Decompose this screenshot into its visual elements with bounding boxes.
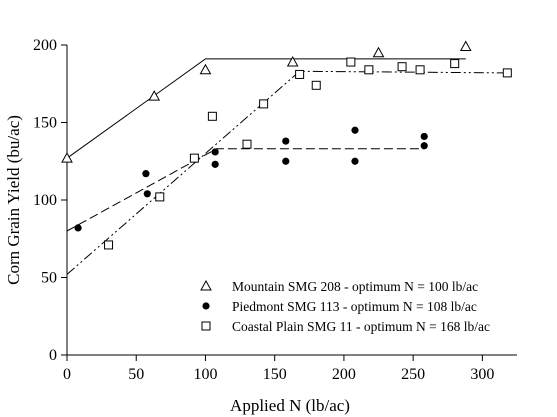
data-point-series-2 bbox=[282, 157, 290, 165]
data-point-series-3 bbox=[311, 80, 321, 90]
data-point-series-3 bbox=[242, 139, 252, 149]
data-point-series-1 bbox=[61, 152, 73, 163]
x-tick-label: 200 bbox=[332, 366, 356, 383]
data-point-series-3 bbox=[502, 68, 512, 78]
x-tick-label: 150 bbox=[263, 366, 287, 383]
data-point-series-1 bbox=[372, 46, 385, 58]
data-point-series-2 bbox=[143, 190, 151, 198]
fit-line-2 bbox=[66, 148, 425, 232]
data-point-series-2 bbox=[351, 157, 359, 165]
legend-label-3: Coastal Plain SMG 11 - optimum N = 168 l… bbox=[232, 319, 490, 334]
data-point-series-3 bbox=[364, 65, 374, 75]
data-point-series-3 bbox=[295, 69, 305, 79]
data-point-series-3 bbox=[346, 57, 356, 67]
data-points bbox=[61, 40, 512, 250]
legend-marker-1 bbox=[200, 279, 212, 291]
legend-marker-2 bbox=[202, 302, 210, 310]
data-point-series-2 bbox=[420, 132, 428, 141]
fit-line-1 bbox=[66, 58, 466, 159]
y-tick-label: 50 bbox=[41, 270, 57, 287]
y-tick-label: 0 bbox=[49, 347, 57, 364]
x-tick-label: 100 bbox=[193, 366, 217, 383]
data-point-series-2 bbox=[211, 148, 219, 156]
data-point-series-3 bbox=[207, 111, 217, 121]
legend-label-2: Piedmont SMG 113 - optimum N = 108 lb/ac bbox=[232, 299, 477, 314]
y-axis-label: Corn Grain Yield (bu/ac) bbox=[4, 115, 23, 285]
data-point-series-1 bbox=[148, 90, 161, 101]
y-tick-label: 100 bbox=[33, 192, 57, 209]
fit-line-3 bbox=[66, 70, 508, 275]
x-tick-label: 300 bbox=[470, 366, 494, 383]
y-tick-label: 200 bbox=[33, 37, 57, 54]
x-tick-label: 0 bbox=[63, 366, 71, 383]
fit-lines bbox=[66, 58, 508, 275]
data-point-series-2 bbox=[211, 160, 219, 168]
legend-marker-3 bbox=[201, 321, 211, 331]
data-point-series-1 bbox=[199, 63, 212, 75]
legend: Mountain SMG 208 - optimum N = 100 lb/ac… bbox=[200, 279, 490, 334]
data-point-series-2 bbox=[351, 126, 359, 134]
data-point-series-3 bbox=[155, 192, 165, 202]
x-tick-label: 50 bbox=[128, 366, 144, 383]
data-point-series-2 bbox=[282, 137, 290, 145]
data-point-series-3 bbox=[450, 59, 460, 69]
data-point-series-2 bbox=[74, 224, 82, 232]
x-axis-label: Applied N (lb/ac) bbox=[230, 396, 350, 415]
data-point-series-3 bbox=[415, 65, 425, 75]
data-point-series-3 bbox=[189, 153, 199, 163]
data-point-series-3 bbox=[259, 99, 269, 109]
data-point-series-2 bbox=[420, 142, 428, 150]
data-point-series-1 bbox=[459, 40, 472, 52]
data-point-series-3 bbox=[104, 240, 114, 250]
y-tick-label: 150 bbox=[33, 115, 57, 132]
x-tick-label: 250 bbox=[401, 366, 425, 383]
ticks: 0 50 100 150 200 250 300 0 50 100 150 200 bbox=[33, 37, 494, 383]
data-point-series-1 bbox=[286, 56, 299, 67]
data-point-series-3 bbox=[397, 62, 407, 72]
data-point-series-2 bbox=[142, 170, 150, 178]
legend-label-1: Mountain SMG 208 - optimum N = 100 lb/ac bbox=[232, 279, 478, 294]
